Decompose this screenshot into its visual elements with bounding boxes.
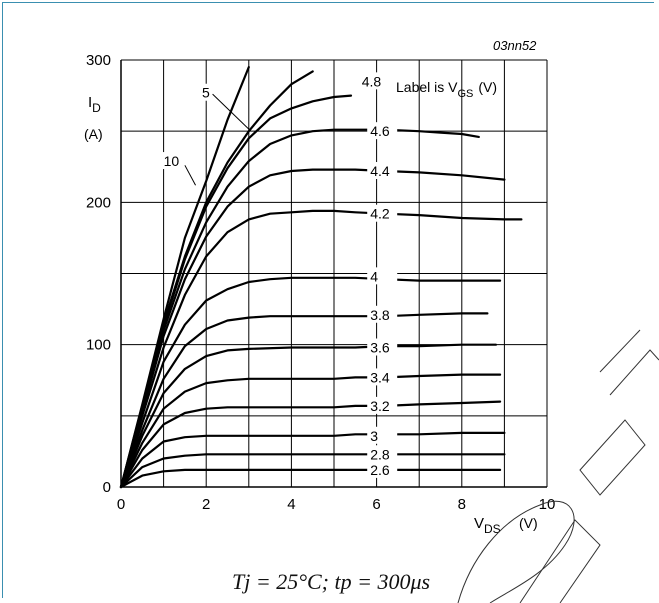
y-tick-label: 0 bbox=[103, 479, 111, 496]
figure-frame bbox=[2, 2, 654, 598]
test-condition: Tj = 25°C; tp = 300μs bbox=[232, 569, 430, 594]
x-tick-label: 8 bbox=[458, 496, 466, 513]
curve-label-vgs-4.8: 4.8 bbox=[362, 73, 382, 89]
x-axis-label: VDS bbox=[474, 515, 501, 536]
curve-label-vgs-4: 4 bbox=[370, 268, 378, 284]
curve-label-vgs-2.6: 2.6 bbox=[370, 462, 390, 478]
draft-watermark bbox=[457, 329, 659, 603]
curve-label-bg bbox=[367, 267, 398, 285]
curve-labels: 10 5 4.8 4.6 4.4 4.2 4 3.8 3.6 3.4 3.2 3 2.82.6 bbox=[160, 72, 398, 478]
curve-label-bg bbox=[367, 305, 398, 323]
curve-vgs-3.6 bbox=[119, 343, 497, 489]
curve-label-vgs-3.2: 3.2 bbox=[370, 398, 390, 414]
curve-label-vgs-2.8: 2.8 bbox=[370, 446, 390, 462]
grid bbox=[120, 59, 548, 488]
curve-label-vgs-10: 10 bbox=[164, 153, 180, 169]
x-tick-label: 10 bbox=[539, 496, 556, 513]
curve-label-vgs-3.8: 3.8 bbox=[370, 307, 390, 323]
curve-label-bg bbox=[367, 122, 398, 140]
curve-vgs-3.2 bbox=[119, 400, 502, 489]
curves bbox=[119, 66, 523, 489]
curve-label-vgs-4.6: 4.6 bbox=[370, 123, 390, 139]
curve-label-bg bbox=[367, 368, 398, 386]
legend-note: Label is VGS (V) bbox=[396, 79, 497, 100]
leader-line-10 bbox=[184, 165, 196, 186]
x-tick-label: 4 bbox=[287, 496, 295, 513]
curve-vgs-4 bbox=[119, 276, 502, 489]
y-tick-label: 300 bbox=[86, 52, 111, 69]
curve-label-bg bbox=[367, 396, 398, 414]
leader-line-5 bbox=[212, 93, 252, 132]
x-axis-unit: (V) bbox=[519, 515, 538, 531]
curve-vgs-3.8 bbox=[119, 312, 489, 489]
curve-label-vgs-3: 3 bbox=[370, 428, 378, 444]
curve-vgs-4.8 bbox=[119, 94, 353, 489]
curve-label-bg bbox=[198, 83, 229, 101]
curve-vgs-4.4 bbox=[119, 168, 506, 489]
curve-label-vgs-3.4: 3.4 bbox=[370, 369, 390, 385]
curve-label-vgs-5: 5 bbox=[202, 85, 210, 101]
curve-label-vgs-4.2: 4.2 bbox=[370, 206, 390, 222]
x-tick-label: 2 bbox=[202, 496, 210, 513]
curve-label-vgs-3.6: 3.6 bbox=[370, 340, 390, 356]
curve-vgs-4.6 bbox=[119, 128, 480, 489]
curve-label-bg bbox=[367, 204, 398, 222]
curve-label-bg bbox=[367, 162, 398, 180]
y-axis-label: ID bbox=[88, 94, 101, 115]
curve-vgs-2.6 bbox=[119, 468, 502, 489]
curve-vgs-2.8 bbox=[119, 453, 506, 489]
y-tick-label: 200 bbox=[86, 194, 111, 211]
figure-code: 03nn52 bbox=[493, 38, 537, 53]
curve-label-bg bbox=[367, 460, 398, 478]
curve-vgs-4.2 bbox=[119, 209, 523, 489]
y-tick-label: 100 bbox=[86, 337, 111, 354]
curve-vgs-3 bbox=[119, 431, 506, 489]
y-axis-unit: (A) bbox=[84, 126, 103, 142]
curve-vgs-3.4 bbox=[119, 373, 502, 489]
curve-label-bg bbox=[358, 72, 389, 90]
x-tick-label: 6 bbox=[372, 496, 380, 513]
curve-label-bg bbox=[367, 445, 398, 463]
curve-label-bg bbox=[367, 426, 398, 444]
curve-label-vgs-4.4: 4.4 bbox=[370, 163, 390, 179]
curve-label-bg bbox=[160, 152, 191, 170]
x-tick-label: 0 bbox=[117, 496, 125, 513]
curve-label-bg bbox=[367, 338, 398, 356]
